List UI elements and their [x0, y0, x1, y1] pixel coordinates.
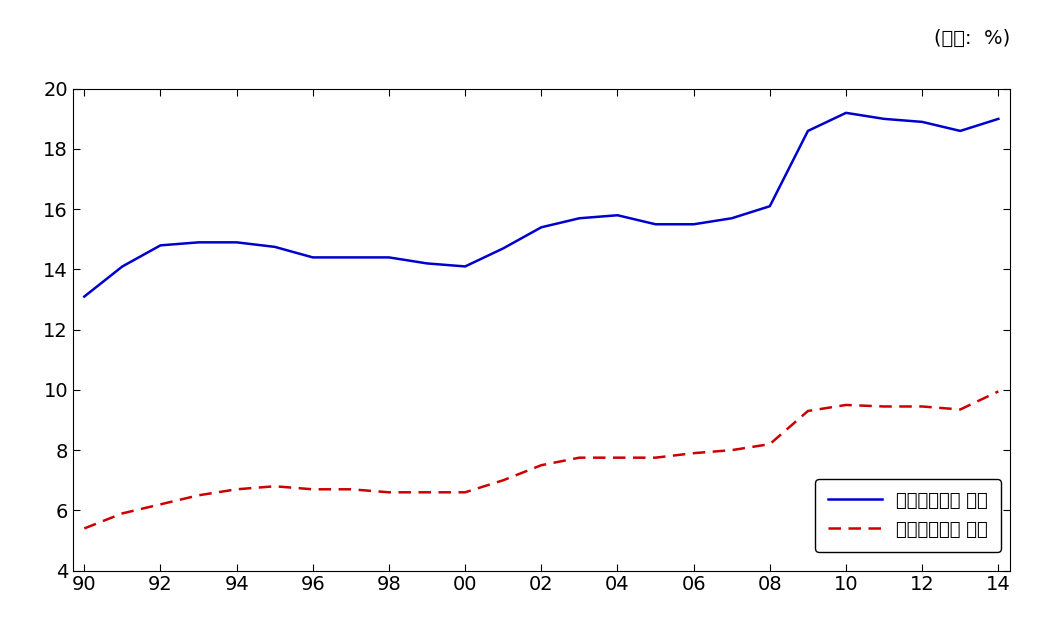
공공사회지출 현물 — [687, 450, 700, 457]
공공사회지출 전체 — [345, 254, 357, 261]
공공사회지출 현물 — [802, 407, 814, 415]
공공사회지출 현물 — [193, 491, 205, 499]
공공사회지출 현물 — [306, 486, 319, 493]
공공사회지출 전체 — [611, 211, 624, 219]
공공사회지출 현물 — [878, 403, 890, 410]
공공사회지출 전체 — [535, 224, 548, 231]
공공사회지출 전체 — [687, 221, 700, 228]
공공사회지출 전체 — [230, 238, 243, 246]
공공사회지출 현물 — [230, 486, 243, 493]
Line: 공공사회지출 현물: 공공사회지출 현물 — [84, 391, 998, 529]
공공사회지출 전체 — [916, 118, 929, 126]
공공사회지출 전체 — [726, 214, 738, 222]
공공사회지출 현물 — [269, 482, 281, 490]
공공사회지출 전체 — [117, 262, 129, 270]
공공사회지출 현물 — [764, 440, 777, 448]
공공사회지출 현물 — [459, 488, 472, 496]
공공사회지출 현물 — [117, 510, 129, 517]
공공사회지출 현물 — [383, 488, 396, 496]
Line: 공공사회지출 전체: 공공사회지출 전체 — [84, 113, 998, 297]
공공사회지출 현물 — [574, 454, 586, 462]
공공사회지출 현물 — [154, 501, 167, 508]
공공사회지출 전체 — [954, 127, 966, 134]
공공사회지출 전체 — [992, 115, 1005, 123]
공공사회지출 전체 — [840, 109, 853, 117]
공공사회지출 전체 — [269, 243, 281, 250]
공공사회지출 현물 — [345, 486, 357, 493]
공공사회지출 현물 — [916, 403, 929, 410]
공공사회지출 현물 — [954, 406, 966, 413]
공공사회지출 전체 — [154, 242, 167, 249]
공공사회지출 현물 — [840, 401, 853, 409]
공공사회지출 전체 — [459, 262, 472, 270]
공공사회지출 전체 — [78, 293, 91, 301]
공공사회지출 전체 — [764, 202, 777, 210]
공공사회지출 전체 — [497, 245, 509, 252]
공공사회지출 전체 — [193, 238, 205, 246]
공공사회지출 현물 — [421, 488, 433, 496]
공공사회지출 현물 — [78, 525, 91, 533]
Text: (단위:  %): (단위: %) — [934, 29, 1010, 48]
공공사회지출 전체 — [878, 115, 890, 123]
공공사회지출 전체 — [383, 254, 396, 261]
공공사회지출 전체 — [650, 221, 662, 228]
공공사회지출 현물 — [611, 454, 624, 462]
공공사회지출 전체 — [574, 214, 586, 222]
공공사회지출 현물 — [726, 446, 738, 454]
공공사회지출 현물 — [535, 462, 548, 469]
공공사회지출 현물 — [992, 387, 1005, 395]
공공사회지출 현물 — [497, 477, 509, 484]
공공사회지출 전체 — [802, 127, 814, 134]
공공사회지출 전체 — [306, 254, 319, 261]
공공사회지출 전체 — [421, 260, 433, 268]
공공사회지출 현물 — [650, 454, 662, 462]
Legend: 공공사회지출 전체, 공공사회지출 현물: 공공사회지출 전체, 공공사회지출 현물 — [815, 479, 1000, 552]
